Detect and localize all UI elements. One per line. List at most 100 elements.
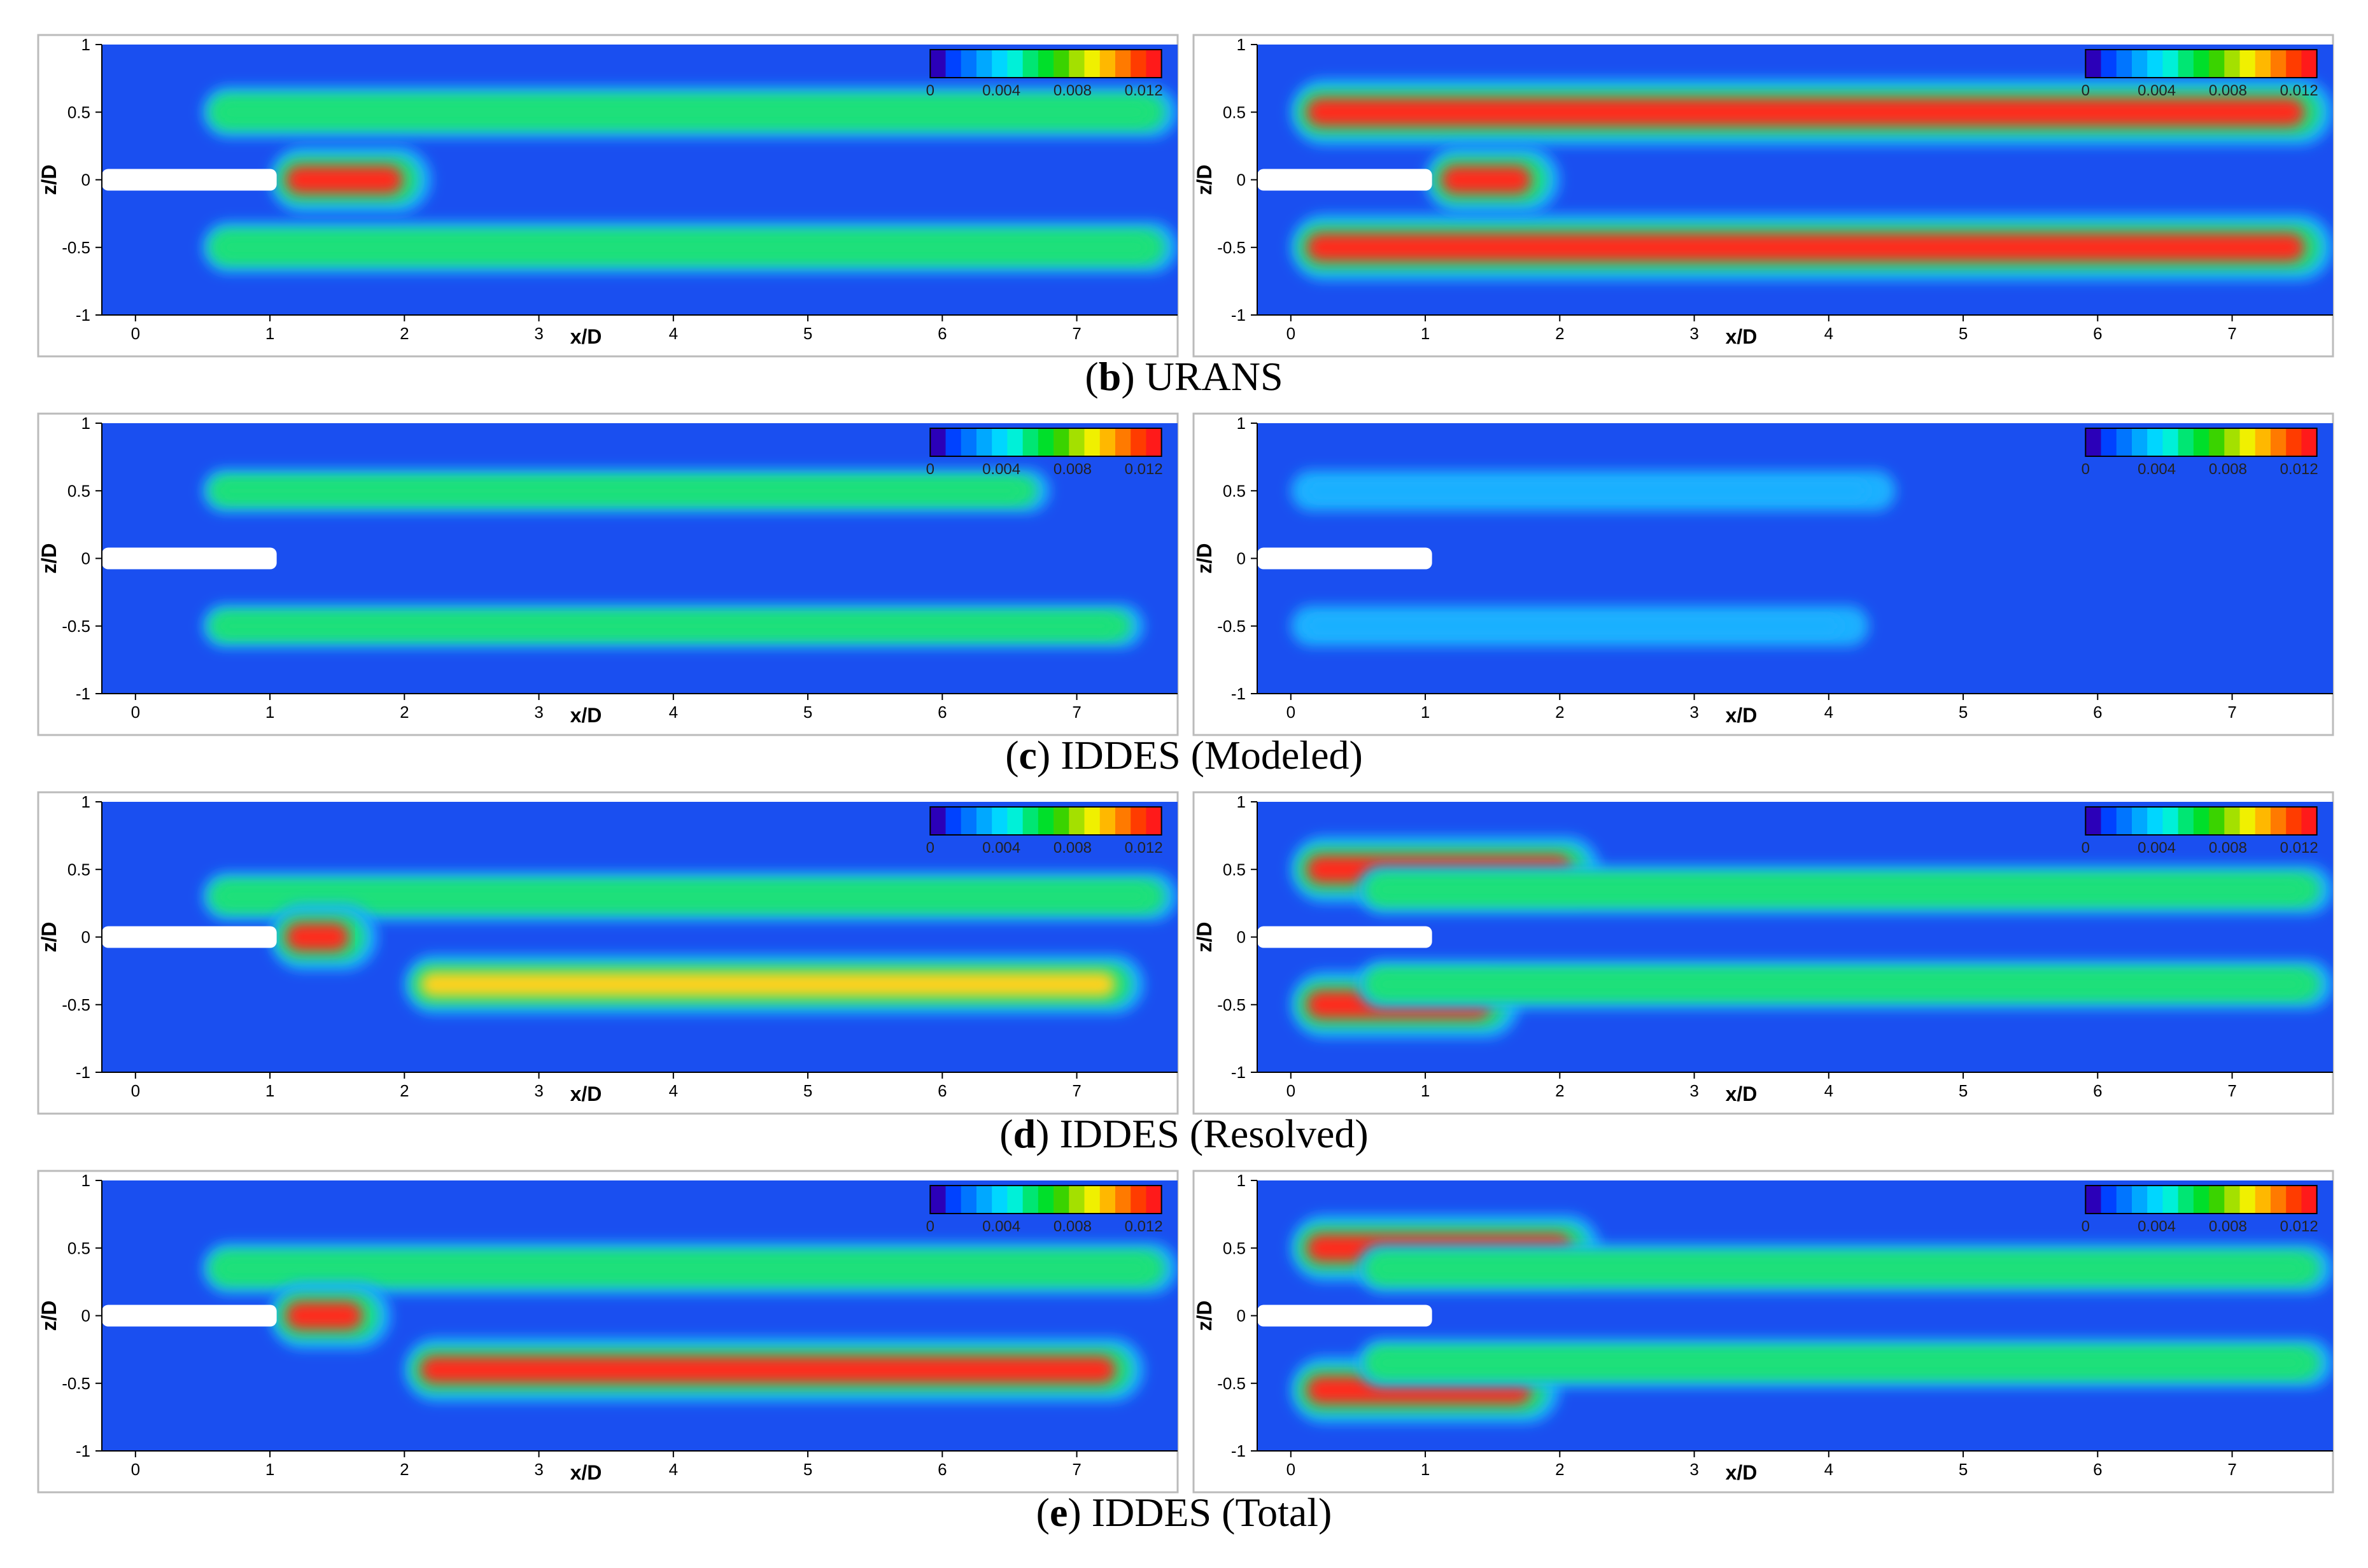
contour-band-core xyxy=(1374,974,2304,995)
colorbar-tick-label: 0.008 xyxy=(1054,839,1092,857)
colorbar-swatch xyxy=(1054,807,1069,835)
colorbar-swatch xyxy=(1084,50,1101,78)
contour-band-core xyxy=(218,101,1149,123)
colorbar-swatch xyxy=(2301,1186,2318,1214)
x-tick-label: 3 xyxy=(534,703,543,722)
y-tick-label: 0 xyxy=(1237,1306,1246,1326)
contour-band-core xyxy=(286,1301,363,1330)
colorbar-swatch xyxy=(2286,50,2302,78)
colorbar-swatch xyxy=(2286,807,2302,835)
x-tick-label: 4 xyxy=(669,1081,678,1100)
y-tick-label: 1 xyxy=(81,35,90,54)
y-tick-label: 0.5 xyxy=(67,102,90,122)
colorbar-swatch xyxy=(1007,428,1024,456)
colorbar-swatch xyxy=(1038,428,1054,456)
colorbar-swatch xyxy=(1069,1186,1085,1214)
colorbar-swatch xyxy=(961,50,977,78)
contour-band-core xyxy=(286,923,349,951)
colorbar: 0 0.004 0.008 0.012 xyxy=(2082,1185,2318,1235)
x-tick-label: 3 xyxy=(1689,324,1698,343)
x-tick-label: 6 xyxy=(938,703,947,722)
colorbar-swatch xyxy=(2270,428,2287,456)
colorbar-swatch xyxy=(1022,428,1039,456)
colorbar-swatch xyxy=(1022,807,1039,835)
colorbar-swatch xyxy=(1069,50,1085,78)
y-axis-label: z/D xyxy=(38,1301,60,1331)
colorbar-tick-label: 0.012 xyxy=(1125,461,1163,478)
x-tick-label: 6 xyxy=(2093,324,2102,343)
x-tick-label: 1 xyxy=(1421,1460,1430,1479)
y-tick-label: -1 xyxy=(76,1063,90,1082)
colorbar-swatch xyxy=(2255,428,2271,456)
colorbar-swatch xyxy=(2193,807,2209,835)
y-tick-label: 0 xyxy=(1237,549,1246,568)
colorbar-swatch xyxy=(2209,1186,2225,1214)
contour-bands xyxy=(1290,470,1896,647)
colorbar-tick-label: 0.004 xyxy=(2138,461,2176,478)
colorbar-swatch xyxy=(1022,50,1039,78)
colorbar-swatch xyxy=(2178,428,2194,456)
contour-band-core xyxy=(420,972,1116,997)
colorbar-tick-label: 0.012 xyxy=(1125,82,1163,99)
colorbar-tick-label: 0 xyxy=(2082,839,2090,857)
y-tick-label: 0 xyxy=(81,549,90,568)
y-tick-label: 0.5 xyxy=(67,1238,90,1257)
colorbar-swatch xyxy=(1069,428,1085,456)
colorbar-swatch xyxy=(1146,428,1162,456)
x-tick-label: 7 xyxy=(1072,703,1081,722)
colorbar-swatch xyxy=(2224,807,2241,835)
colorbar-frame xyxy=(929,806,1162,836)
caption-e: (e) IDDES (Total) xyxy=(1036,1490,1332,1535)
colorbar-frame xyxy=(929,49,1162,78)
caption-letter: b xyxy=(1098,354,1122,399)
caption-text: IDDES (Total) xyxy=(1091,1490,1332,1535)
contour-band-core xyxy=(218,1257,1149,1279)
colorbar-swatch xyxy=(1115,1186,1131,1214)
hub-body-shape xyxy=(1257,547,1432,570)
colorbar-swatch xyxy=(2193,50,2209,78)
x-tick-label: 5 xyxy=(1959,324,1968,343)
colorbar-swatch xyxy=(2085,1186,2102,1214)
colorbar-swatch xyxy=(2101,807,2117,835)
hub-body-shape xyxy=(102,1305,277,1327)
colorbar-swatch xyxy=(2085,50,2102,78)
panel-e-left: 0 1 2 3 4 5 6 7 1 0.5 0 -0.5 -1 x/D z/D 0 0.004 0.008 0.01… xyxy=(37,1170,1179,1494)
x-tick-label: 7 xyxy=(2227,703,2236,722)
hub-body-shape xyxy=(102,926,277,948)
y-tick-label: 0 xyxy=(1237,171,1246,190)
y-tick-label: -0.5 xyxy=(62,995,90,1014)
colorbar-swatch xyxy=(2162,807,2179,835)
colorbar-swatch xyxy=(945,1186,962,1214)
colorbar-swatch xyxy=(2131,1186,2148,1214)
x-tick-label: 0 xyxy=(1286,324,1295,343)
colorbar-swatch xyxy=(2147,807,2163,835)
x-axis-label: x/D xyxy=(570,1461,602,1484)
x-tick-label: 6 xyxy=(938,1081,947,1100)
colorbar-swatch xyxy=(2209,428,2225,456)
colorbar: 0 0.004 0.008 0.012 xyxy=(926,806,1163,857)
colorbar-swatch xyxy=(976,50,992,78)
colorbar-swatch xyxy=(2224,428,2241,456)
x-tick-label: 4 xyxy=(669,703,678,722)
colorbar: 0 0.004 0.008 0.012 xyxy=(926,428,1163,478)
colorbar-swatch xyxy=(930,428,947,456)
colorbar-swatch xyxy=(1038,807,1054,835)
contour-band-core xyxy=(1306,617,1841,635)
contour-band-core xyxy=(1374,879,2304,900)
x-axis-label: x/D xyxy=(570,704,602,727)
colorbar-swatch xyxy=(1099,50,1116,78)
colorbar-swatch xyxy=(2270,1186,2287,1214)
x-axis-label: x/D xyxy=(570,325,602,348)
y-tick-label: -1 xyxy=(1231,305,1246,325)
x-tick-label: 0 xyxy=(1286,703,1295,722)
contour-bands xyxy=(202,1243,1178,1402)
y-tick-label: 1 xyxy=(1237,792,1246,811)
colorbar-swatch xyxy=(1054,50,1069,78)
hub-body-shape xyxy=(1257,926,1432,948)
colorbar-swatch xyxy=(930,807,947,835)
panel-e-right: 0 1 2 3 4 5 6 7 1 0.5 0 -0.5 -1 x/D z/D 0 0.004 0.008 0.01… xyxy=(1192,1170,2334,1494)
contour-band-core xyxy=(1441,165,1532,194)
y-tick-label: 0.5 xyxy=(67,860,90,879)
colorbar-swatch xyxy=(1007,50,1024,78)
